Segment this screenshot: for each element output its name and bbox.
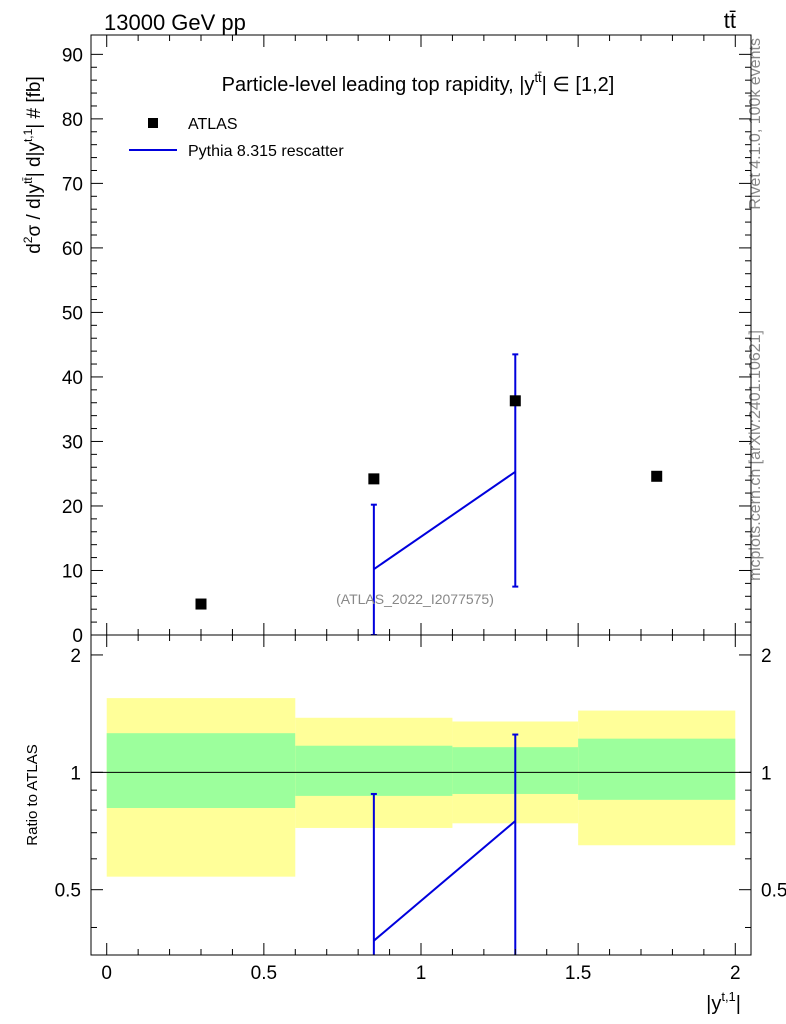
legend-label-atlas: ATLAS [188, 116, 238, 133]
xtick-label: 2 [730, 963, 741, 984]
main-ytick-label: 40 [62, 368, 83, 389]
atlas-data-point [651, 470, 663, 482]
mcplots-label: mcplots.cern.ch [arXiv:2401.10621] [747, 330, 764, 581]
ratio-ylabel: Ratio to ATLAS [24, 744, 41, 845]
xtick-label: 0.5 [251, 963, 277, 984]
main-ytick-label: 10 [62, 561, 83, 582]
x-axis-label: |yt,1| [706, 989, 741, 1015]
atlas-data-point [368, 473, 380, 485]
main-ytick-label: 60 [62, 239, 83, 260]
analysis-watermark: (ATLAS_2022_I2077575) [336, 591, 494, 607]
main-ytick-label: 70 [62, 174, 83, 195]
process-label: tt̄ [724, 8, 736, 33]
legend-label-pythia: Pythia 8.315 rescatter [188, 143, 344, 160]
main-ytick-label: 30 [62, 432, 83, 453]
main-ytick-label: 20 [62, 497, 83, 518]
ratio-ytick-label-left: 2 [70, 646, 81, 667]
legend-marker-atlas [148, 118, 158, 128]
chart-title: Particle-level leading top rapidity, |yt… [222, 70, 615, 96]
uncertainty-band-inner [295, 745, 453, 796]
main-panel: 0 10 20 30 40 50 60 70 80 90 Particle-level leadi… [21, 34, 752, 647]
ratio-panel: 0.5 0.5 1 1 2 2 0 0.5 1 1.5 2 Ratio to ATLAS |yt,… [24, 634, 786, 1015]
uncertainty-band-inner [106, 733, 296, 809]
ratio-ytick-label-left: 1 [70, 763, 81, 784]
pythia-ratio-line [373, 820, 516, 942]
ratio-ytick-label-right: 2 [761, 646, 772, 667]
atlas-data-point [195, 598, 207, 610]
ratio-ytick-label-right: 0.5 [761, 881, 786, 902]
main-ylabel: d2σ / d|ytt̄| d|yt,1| # [fb] [21, 76, 45, 254]
main-ytick-label: 80 [62, 110, 83, 131]
xtick-label: 0 [101, 963, 112, 984]
legend: ATLAS Pythia 8.315 rescatter [129, 116, 344, 160]
energy-label: 13000 GeV pp [104, 10, 246, 35]
ratio-ytick-label-left: 0.5 [55, 881, 81, 902]
pythia-line [373, 470, 516, 571]
xtick-label: 1.5 [565, 963, 591, 984]
uncertainty-band-inner [578, 738, 736, 800]
ratio-ytick-label-right: 1 [761, 763, 772, 784]
main-ytick-label: 90 [62, 45, 83, 66]
main-ytick-label: 0 [72, 626, 83, 647]
rivet-label: Rivet 4.1.0, 100k events [747, 38, 764, 210]
atlas-data-point [509, 395, 521, 407]
xtick-label: 1 [416, 963, 427, 984]
main-ytick-label: 50 [62, 303, 83, 324]
